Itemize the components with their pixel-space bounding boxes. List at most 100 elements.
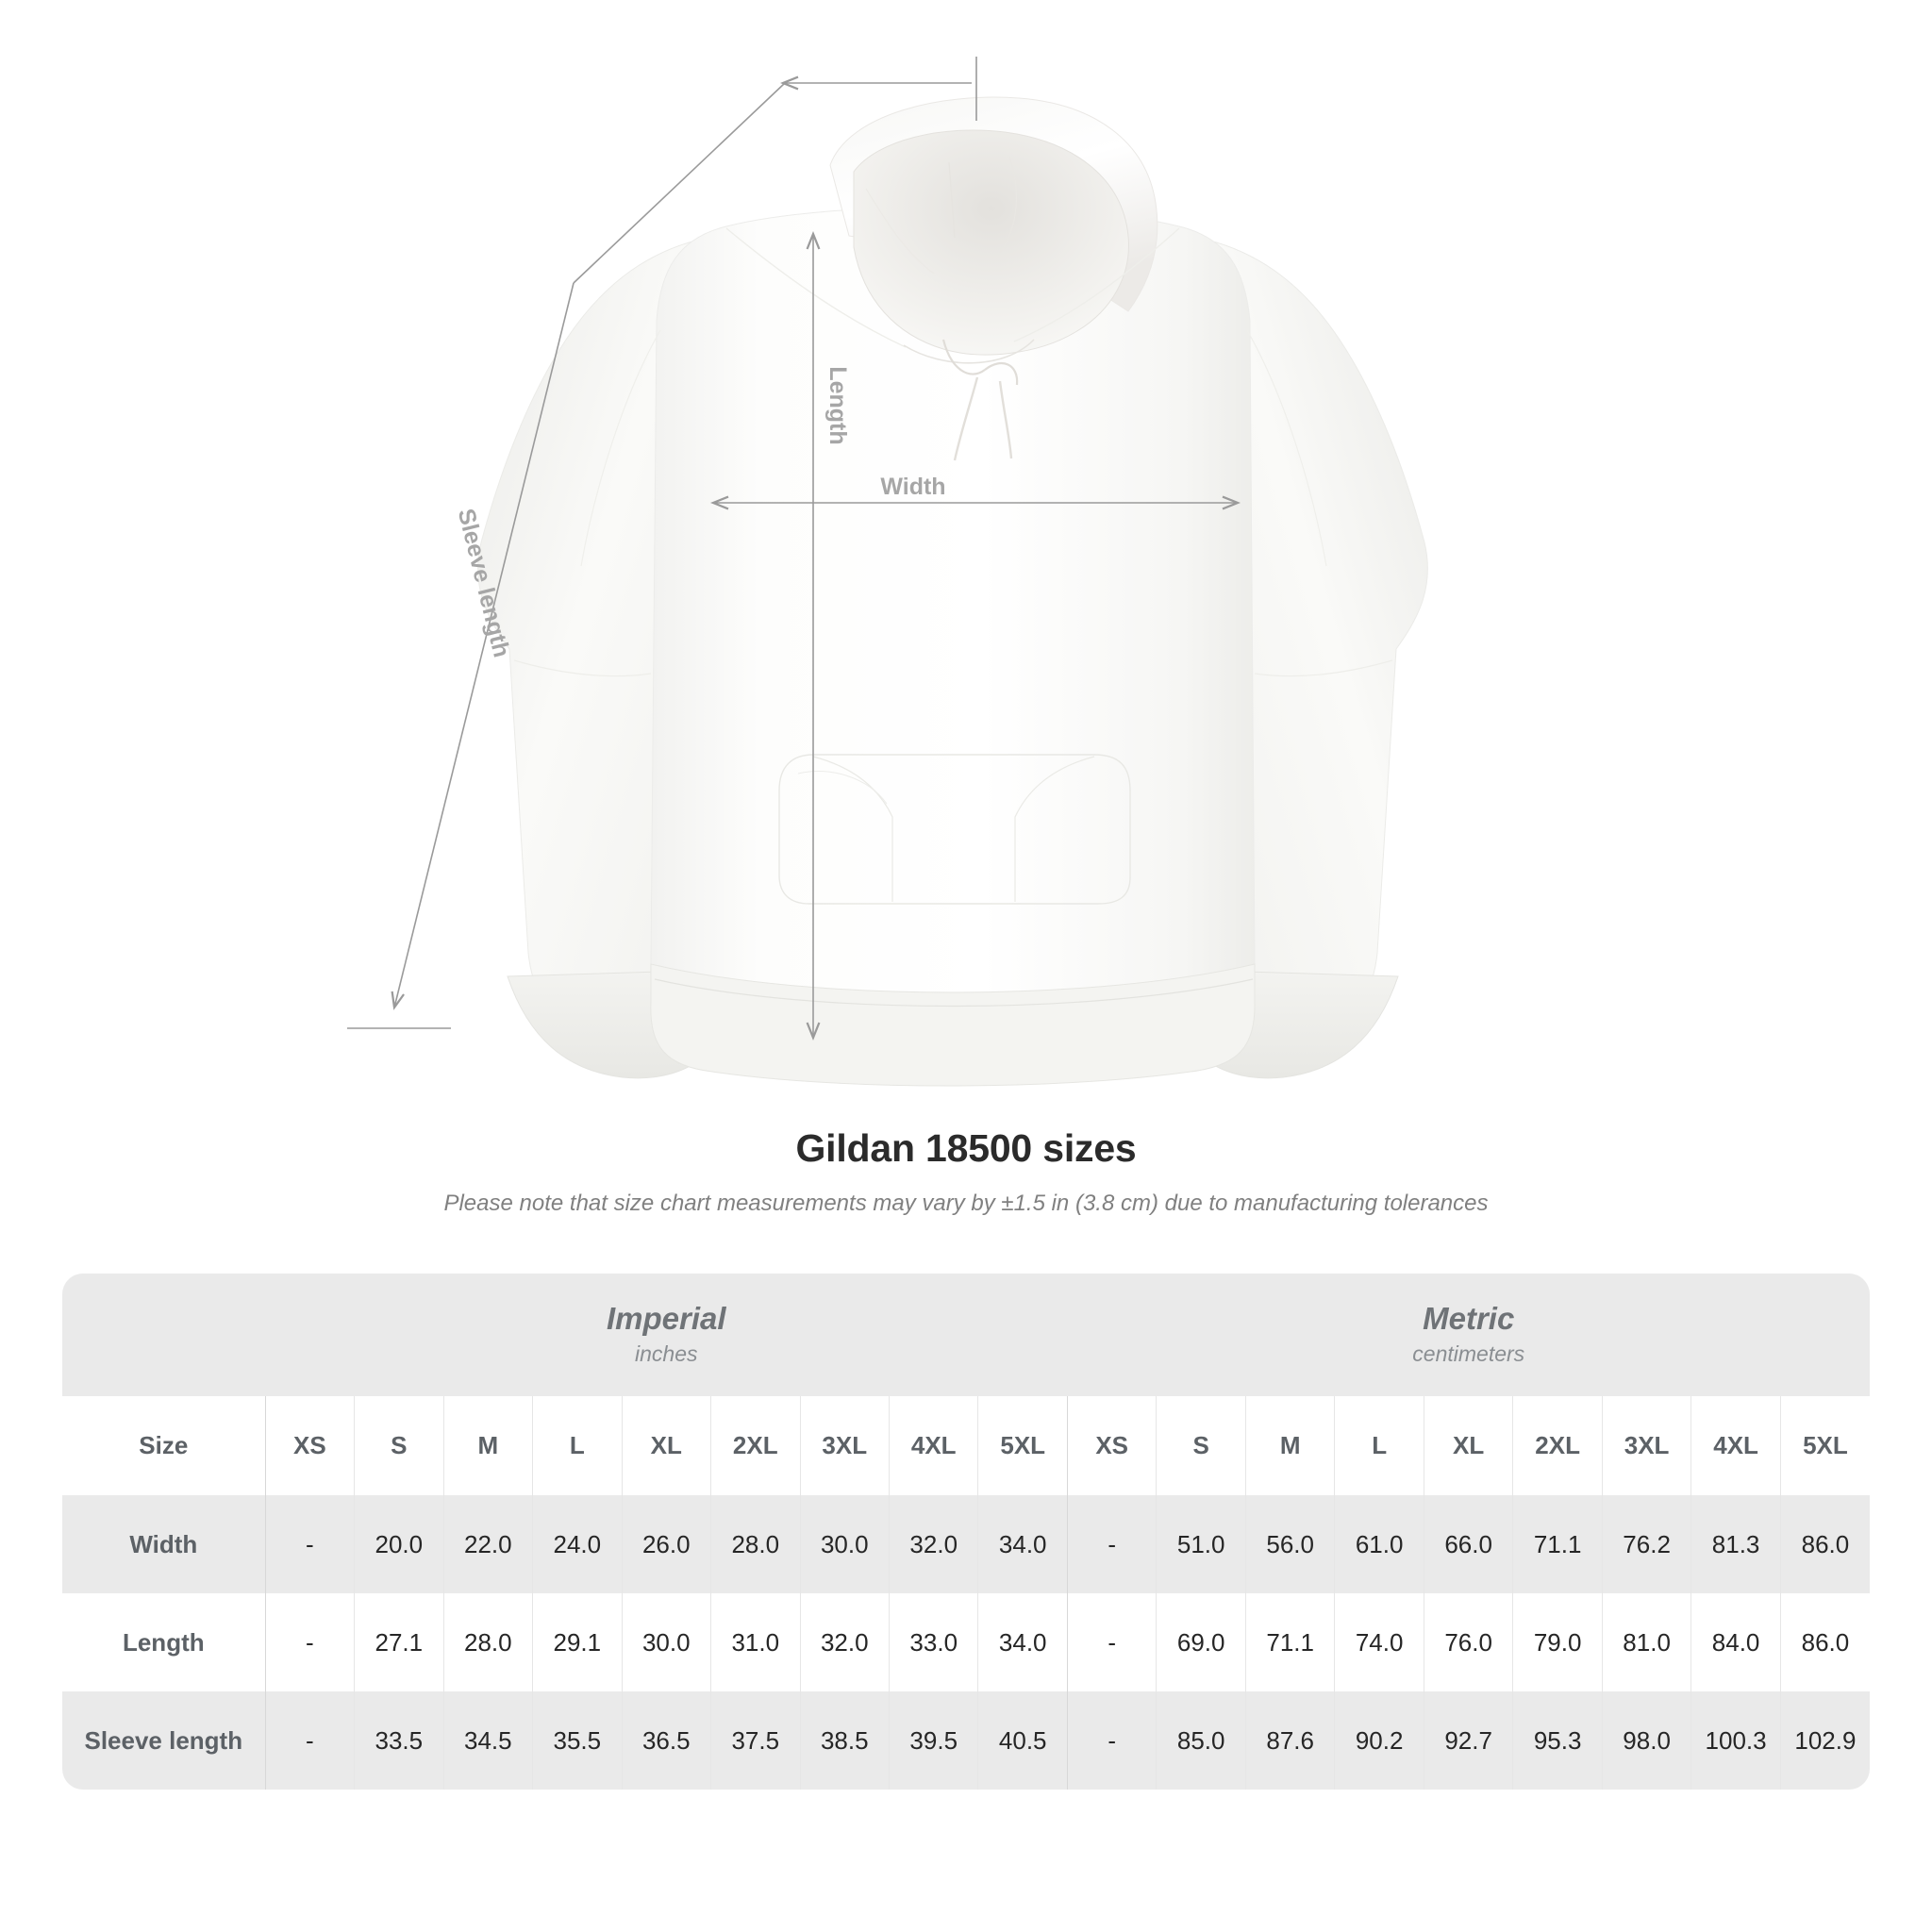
header-imperial-xl: XL xyxy=(621,1396,711,1495)
metric-unit-name: Metric xyxy=(1423,1301,1515,1337)
cell-sleeve-metric-0: - xyxy=(1066,1691,1157,1790)
header-imperial-xs: XS xyxy=(264,1396,355,1495)
cell-width-metric-8: 86.0 xyxy=(1779,1495,1870,1593)
cell-sleeve-metric-7: 100.3 xyxy=(1690,1691,1781,1790)
units-corner-cell xyxy=(62,1274,266,1396)
header-metric-m: M xyxy=(1244,1396,1335,1495)
header-metric-4xl: 4XL xyxy=(1690,1396,1781,1495)
cell-sleeve-imperial-6: 38.5 xyxy=(799,1691,890,1790)
size-table-container: Imperial inches Metric centimeters Size … xyxy=(62,1274,1870,1790)
cell-width-imperial-4: 26.0 xyxy=(621,1495,711,1593)
page-title: Gildan 18500 sizes xyxy=(795,1126,1137,1170)
cell-length-imperial-0: - xyxy=(264,1593,355,1691)
hoodie-illustration: Length Width Sleeve length xyxy=(347,57,1428,1087)
cell-width-imperial-3: 24.0 xyxy=(532,1495,623,1593)
cell-length-metric-8: 86.0 xyxy=(1779,1593,1870,1691)
header-metric-s: S xyxy=(1156,1396,1246,1495)
cell-sleeve-imperial-0: - xyxy=(264,1691,355,1790)
cell-length-metric-5: 79.0 xyxy=(1512,1593,1603,1691)
cell-sleeve-imperial-4: 36.5 xyxy=(621,1691,711,1790)
row-label-sleeve-length: Sleeve length xyxy=(62,1691,266,1790)
cell-length-metric-0: - xyxy=(1066,1593,1157,1691)
cell-width-metric-2: 56.0 xyxy=(1244,1495,1335,1593)
cell-width-imperial-2: 22.0 xyxy=(442,1495,533,1593)
table-row: Length - 27.1 28.0 29.1 30.0 31.0 32.0 3… xyxy=(62,1593,1870,1691)
cell-width-imperial-1: 20.0 xyxy=(354,1495,444,1593)
cell-length-imperial-5: 31.0 xyxy=(710,1593,800,1691)
cell-sleeve-imperial-3: 35.5 xyxy=(532,1691,623,1790)
header-metric-5xl: 5XL xyxy=(1779,1396,1870,1495)
header-imperial-3xl: 3XL xyxy=(799,1396,890,1495)
cell-length-imperial-4: 30.0 xyxy=(621,1593,711,1691)
size-header-label: Size xyxy=(62,1396,266,1495)
cell-length-imperial-8: 34.0 xyxy=(977,1593,1068,1691)
cell-sleeve-imperial-1: 33.5 xyxy=(354,1691,444,1790)
hoodie-garment xyxy=(477,96,1428,1087)
units-row: Imperial inches Metric centimeters xyxy=(62,1274,1870,1396)
header-imperial-4xl: 4XL xyxy=(888,1396,978,1495)
cell-length-metric-7: 84.0 xyxy=(1690,1593,1781,1691)
imperial-unit-name: Imperial xyxy=(606,1301,726,1337)
cell-sleeve-imperial-5: 37.5 xyxy=(710,1691,800,1790)
cell-width-metric-4: 66.0 xyxy=(1423,1495,1513,1593)
cell-length-imperial-6: 32.0 xyxy=(799,1593,890,1691)
cell-sleeve-imperial-2: 34.5 xyxy=(442,1691,533,1790)
header-imperial-2xl: 2XL xyxy=(710,1396,800,1495)
metric-unit-cell: Metric centimeters xyxy=(1067,1274,1870,1396)
cell-length-imperial-2: 28.0 xyxy=(442,1593,533,1691)
cell-width-metric-3: 61.0 xyxy=(1334,1495,1424,1593)
cell-sleeve-metric-4: 92.7 xyxy=(1423,1691,1513,1790)
sleeve-leader-diagonal xyxy=(573,82,786,284)
row-label-width: Width xyxy=(62,1495,266,1593)
header-imperial-l: L xyxy=(532,1396,623,1495)
header-imperial-s: S xyxy=(354,1396,444,1495)
cell-length-metric-3: 74.0 xyxy=(1334,1593,1424,1691)
tolerance-note: Please note that size chart measurements… xyxy=(443,1191,1489,1217)
length-label: Length xyxy=(824,366,851,444)
imperial-unit-cell: Imperial inches xyxy=(265,1274,1068,1396)
cell-length-imperial-1: 27.1 xyxy=(354,1593,444,1691)
measurement-annotations xyxy=(347,57,1241,1041)
cell-width-imperial-8: 34.0 xyxy=(977,1495,1068,1593)
cell-length-imperial-3: 29.1 xyxy=(532,1593,623,1691)
row-label-length: Length xyxy=(62,1593,266,1691)
cell-width-metric-0: - xyxy=(1066,1495,1157,1593)
cell-sleeve-imperial-8: 40.5 xyxy=(977,1691,1068,1790)
sleeve-length-line xyxy=(391,282,575,1010)
header-metric-xl: XL xyxy=(1423,1396,1513,1495)
cell-sleeve-metric-1: 85.0 xyxy=(1156,1691,1246,1790)
cell-width-metric-5: 71.1 xyxy=(1512,1495,1603,1593)
table-row: Sleeve length - 33.5 34.5 35.5 36.5 37.5… xyxy=(62,1691,1870,1790)
cell-width-metric-7: 81.3 xyxy=(1690,1495,1781,1593)
cell-length-metric-2: 71.1 xyxy=(1244,1593,1335,1691)
header-metric-xs: XS xyxy=(1066,1396,1157,1495)
metric-unit-sub: centimeters xyxy=(1412,1341,1525,1367)
cell-sleeve-imperial-7: 39.5 xyxy=(888,1691,978,1790)
cell-width-metric-6: 76.2 xyxy=(1601,1495,1691,1593)
table-row: Width - 20.0 22.0 24.0 26.0 28.0 30.0 32… xyxy=(62,1495,1870,1593)
cell-width-imperial-7: 32.0 xyxy=(888,1495,978,1593)
cell-width-metric-1: 51.0 xyxy=(1156,1495,1246,1593)
cell-sleeve-metric-3: 90.2 xyxy=(1334,1691,1424,1790)
hoodie-diagram-svg: Length Width Sleeve length xyxy=(347,57,1428,1087)
cell-sleeve-metric-8: 102.9 xyxy=(1779,1691,1870,1790)
header-imperial-5xl: 5XL xyxy=(977,1396,1068,1495)
size-table: Imperial inches Metric centimeters Size … xyxy=(62,1274,1870,1790)
width-label: Width xyxy=(880,474,945,500)
header-metric-l: L xyxy=(1334,1396,1424,1495)
cell-length-metric-1: 69.0 xyxy=(1156,1593,1246,1691)
cell-sleeve-metric-5: 95.3 xyxy=(1512,1691,1603,1790)
cell-width-imperial-6: 30.0 xyxy=(799,1495,890,1593)
cell-sleeve-metric-2: 87.6 xyxy=(1244,1691,1335,1790)
title-block: Gildan 18500 sizes Please note that size… xyxy=(0,1126,1932,1218)
cell-width-imperial-0: - xyxy=(264,1495,355,1593)
size-header-row: Size XS S M L XL 2XL 3XL 4XL 5XL XS S M … xyxy=(62,1396,1870,1495)
header-metric-2xl: 2XL xyxy=(1512,1396,1603,1495)
imperial-unit-sub: inches xyxy=(635,1341,698,1367)
cell-length-metric-6: 81.0 xyxy=(1601,1593,1691,1691)
header-imperial-m: M xyxy=(442,1396,533,1495)
header-metric-3xl: 3XL xyxy=(1601,1396,1691,1495)
cell-length-imperial-7: 33.0 xyxy=(888,1593,978,1691)
cell-width-imperial-5: 28.0 xyxy=(710,1495,800,1593)
